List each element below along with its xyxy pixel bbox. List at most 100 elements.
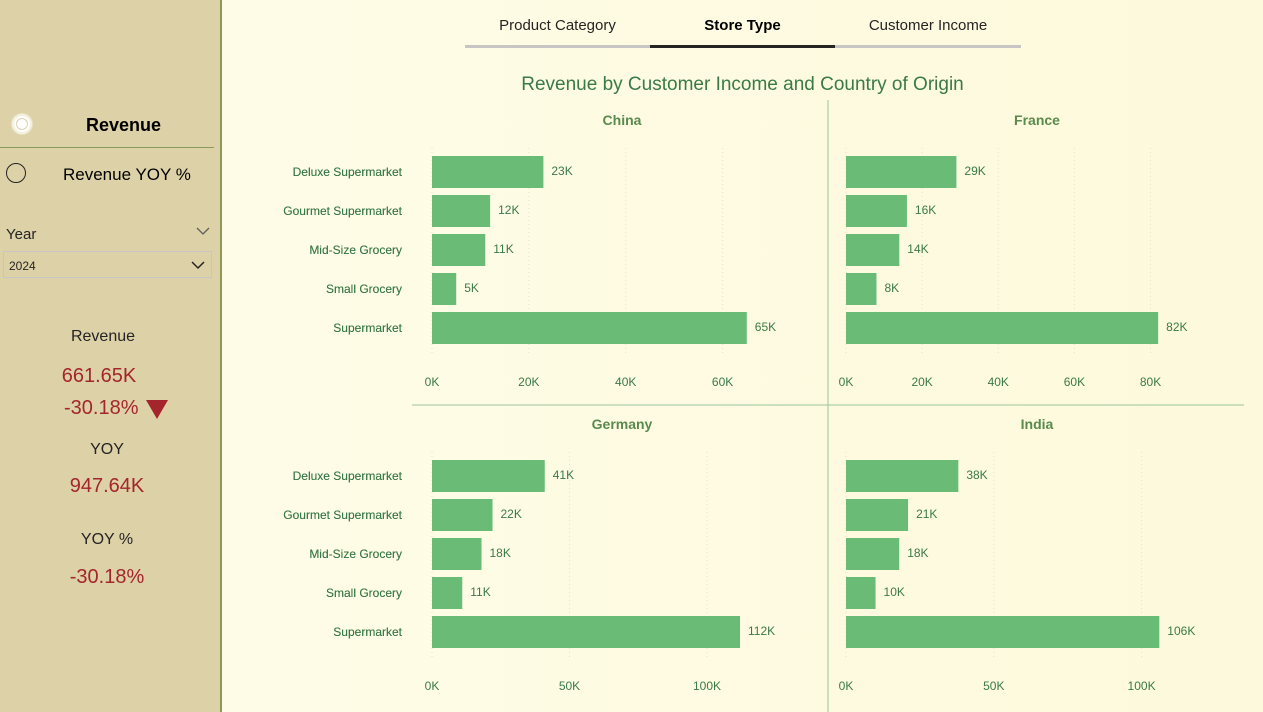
bar[interactable] <box>432 538 482 570</box>
chevron-down-icon <box>191 261 205 270</box>
data-label: 112K <box>748 624 775 638</box>
category-label: Deluxe Supermarket <box>293 165 403 179</box>
category-label: Gourmet Supermarket <box>283 204 402 218</box>
bar[interactable] <box>432 273 457 305</box>
kpi-revenue-label: Revenue <box>70 328 136 345</box>
x-tick-label: 50K <box>983 679 1004 693</box>
radio-unselected-icon[interactable] <box>6 163 26 183</box>
x-tick-label: 0K <box>839 679 854 693</box>
bar[interactable] <box>846 460 959 492</box>
category-label: Deluxe Supermarket <box>293 469 403 483</box>
data-label: 21K <box>916 507 937 521</box>
bar[interactable] <box>846 538 900 570</box>
bar[interactable] <box>432 460 545 492</box>
x-tick-label: 40K <box>615 375 636 389</box>
bar[interactable] <box>846 499 909 531</box>
down-triangle-icon <box>146 400 168 419</box>
bar[interactable] <box>432 234 486 266</box>
panel-title: India <box>1021 416 1054 432</box>
kpi-yoy-label: YOY <box>90 441 124 458</box>
data-label: 65K <box>755 320 776 334</box>
radio-selected-icon[interactable] <box>12 114 32 134</box>
x-tick-label: 20K <box>518 375 539 389</box>
data-label: 82K <box>1166 320 1187 334</box>
category-label: Small Grocery <box>326 586 402 600</box>
data-label: 41K <box>553 468 574 482</box>
bar[interactable] <box>846 616 1160 648</box>
category-label: Deluxe Supermarket <box>293 469 403 483</box>
data-label: 11K <box>493 242 513 256</box>
bar[interactable] <box>846 156 957 188</box>
data-label: 22K <box>501 507 522 521</box>
category-label: Supermarket <box>333 625 402 639</box>
panel-title: France <box>1014 112 1060 128</box>
x-tick-label: 0K <box>839 375 854 389</box>
x-tick-label: 0K <box>425 679 440 693</box>
category-label: Deluxe Supermarket <box>293 165 403 179</box>
bar[interactable] <box>846 234 900 266</box>
year-dropdown[interactable]: 2024 <box>3 251 212 278</box>
category-label: Small Grocery <box>326 282 402 296</box>
year-dropdown-value: 2024 <box>9 259 36 273</box>
category-label: Mid-Size Grocery <box>309 243 402 257</box>
small-multiples-bar-chart: China 0K 20K 40K 60K Deluxe Supermarket 23K Gou… <box>283 100 1244 712</box>
x-tick-label: 100K <box>693 679 721 693</box>
x-tick-label: 60K <box>1064 375 1085 389</box>
bar[interactable] <box>432 312 747 344</box>
kpi-revenue-change: -30.18% <box>64 397 139 419</box>
bar[interactable] <box>432 195 491 227</box>
kpi-yoy-pct-value: -30.18% <box>69 566 145 588</box>
x-tick-label: 60K <box>712 375 733 389</box>
data-label: 18K <box>490 546 511 560</box>
x-tick-label: 50K <box>559 679 580 693</box>
x-tick-label: 0K <box>425 375 440 389</box>
category-label: Supermarket <box>333 321 402 335</box>
category-label: Small Grocery <box>326 282 402 296</box>
measure-option-label: Revenue <box>86 115 162 135</box>
chart-title: Revenue by Customer Income and Country o… <box>521 74 964 95</box>
data-label: 18K <box>907 546 928 560</box>
category-label: Gourmet Supermarket <box>283 204 402 218</box>
sidebar: Revenue Revenue YOY % Year 2024 Revenue … <box>0 0 222 712</box>
category-label: Small Grocery <box>326 586 402 600</box>
measure-option-revenue-yoy[interactable]: Revenue YOY % <box>0 153 214 193</box>
data-label: 16K <box>915 203 936 217</box>
data-label: 106K <box>1167 624 1195 638</box>
bar[interactable] <box>432 577 463 609</box>
kpi-revenue-value: 661.65K <box>61 365 137 387</box>
kpi-yoy-pct-label: YOY % <box>80 531 134 548</box>
data-label: 23K <box>551 164 572 178</box>
category-label: Supermarket <box>333 625 402 639</box>
measure-option-label: Revenue YOY % <box>63 165 191 184</box>
bar[interactable] <box>846 195 907 227</box>
panel-title: China <box>603 112 642 128</box>
tab-product-category[interactable]: Product Category <box>465 8 650 48</box>
category-label: Gourmet Supermarket <box>283 508 402 522</box>
kpi-yoy-value: 947.64K <box>69 475 145 497</box>
bar[interactable] <box>432 156 544 188</box>
category-label: Mid-Size Grocery <box>309 547 402 561</box>
data-label: 12K <box>498 203 519 217</box>
data-label: 11K <box>470 585 490 599</box>
data-label: 14K <box>907 242 928 256</box>
category-label: Mid-Size Grocery <box>309 547 402 561</box>
bar[interactable] <box>846 577 876 609</box>
x-tick-label: 80K <box>1140 375 1161 389</box>
panel-title: Germany <box>592 416 653 432</box>
bar[interactable] <box>846 273 877 305</box>
year-filter-label: Year <box>6 226 37 243</box>
data-label: 38K <box>966 468 987 482</box>
category-label: Supermarket <box>333 321 402 335</box>
bar[interactable] <box>432 499 493 531</box>
x-tick-label: 20K <box>911 375 932 389</box>
data-label: 8K <box>884 281 899 295</box>
measure-option-revenue[interactable]: Revenue <box>0 104 214 148</box>
bar[interactable] <box>846 312 1159 344</box>
tab-store-type[interactable]: Store Type <box>650 8 835 48</box>
data-label: 29K <box>964 164 985 178</box>
data-label: 10K <box>884 585 905 599</box>
category-label: Gourmet Supermarket <box>283 508 402 522</box>
chevron-down-icon[interactable] <box>195 223 211 239</box>
bar[interactable] <box>432 616 740 648</box>
tab-customer-income[interactable]: Customer Income <box>835 8 1021 48</box>
